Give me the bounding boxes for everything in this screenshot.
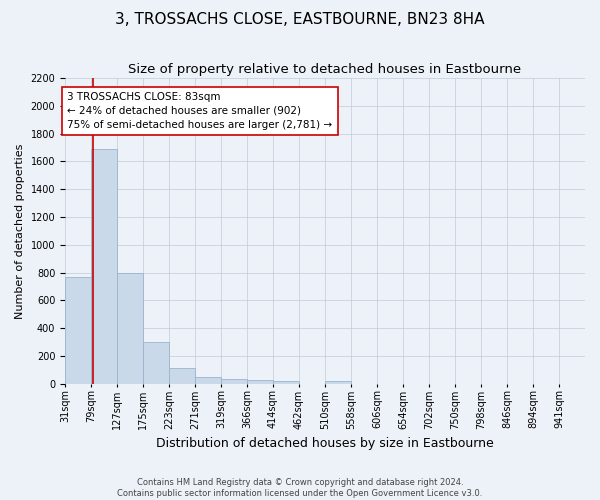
Bar [195, 378, 221, 384]
Bar [247, 380, 273, 384]
Title: Size of property relative to detached houses in Eastbourne: Size of property relative to detached ho… [128, 62, 521, 76]
Text: 3, TROSSACHS CLOSE, EASTBOURNE, BN23 8HA: 3, TROSSACHS CLOSE, EASTBOURNE, BN23 8HA [115, 12, 485, 28]
Bar [91, 149, 117, 384]
Bar [65, 276, 91, 384]
Bar [273, 380, 299, 384]
Text: 3 TROSSACHS CLOSE: 83sqm
← 24% of detached houses are smaller (902)
75% of semi-: 3 TROSSACHS CLOSE: 83sqm ← 24% of detach… [67, 92, 332, 130]
Bar [221, 380, 247, 384]
Text: Contains HM Land Registry data © Crown copyright and database right 2024.
Contai: Contains HM Land Registry data © Crown c… [118, 478, 482, 498]
Bar [169, 368, 195, 384]
Y-axis label: Number of detached properties: Number of detached properties [15, 143, 25, 318]
Bar [117, 272, 143, 384]
X-axis label: Distribution of detached houses by size in Eastbourne: Distribution of detached houses by size … [156, 437, 494, 450]
Bar [143, 342, 169, 384]
Bar [325, 380, 351, 384]
